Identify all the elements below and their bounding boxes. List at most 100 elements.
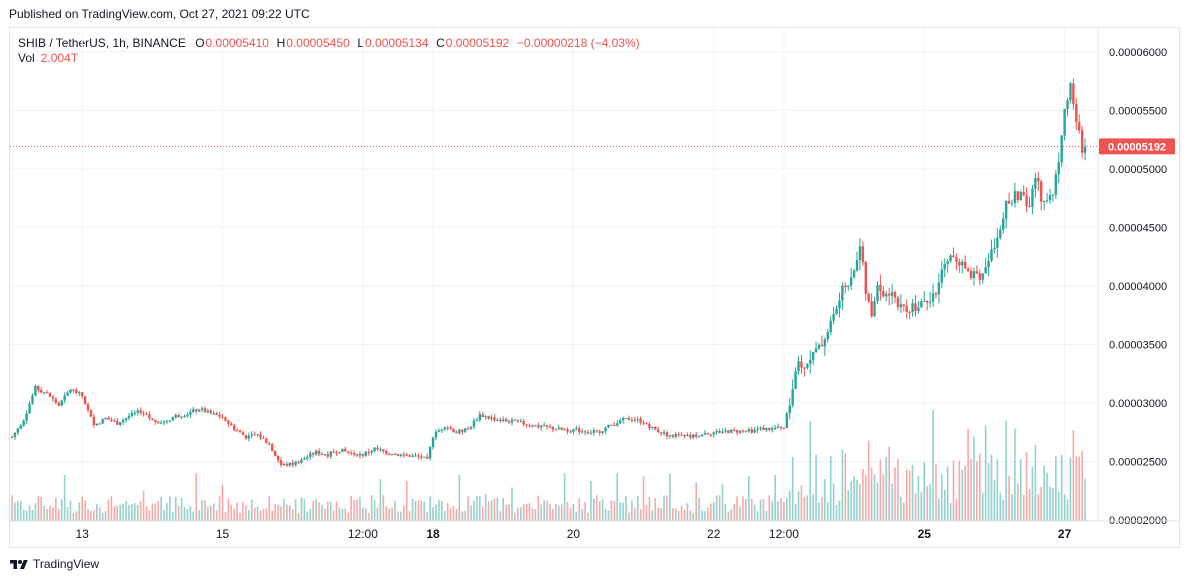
volume-bar — [955, 498, 958, 521]
candle-body — [323, 454, 327, 456]
candle-body — [168, 420, 172, 422]
candle-body — [443, 427, 446, 430]
volume-bar — [192, 511, 195, 521]
candle-body — [95, 423, 98, 426]
volume-bar — [698, 497, 700, 521]
candle-body — [13, 432, 17, 438]
volume-bar — [680, 506, 683, 521]
volume-bar — [31, 509, 34, 521]
volume-bar — [733, 503, 736, 521]
candle-body — [25, 413, 28, 421]
volume-bar — [411, 498, 414, 521]
candle-body — [165, 420, 169, 422]
volume-bar — [154, 503, 157, 521]
volume-bar — [964, 465, 966, 521]
candle-body — [659, 432, 663, 434]
volume-bar — [973, 436, 975, 521]
volume-bar — [791, 456, 794, 521]
candle-body — [677, 434, 680, 436]
low-value: 0.00005134 — [365, 36, 429, 50]
candle-body — [66, 392, 69, 396]
candle-body — [735, 430, 739, 433]
volume-bar — [172, 511, 174, 521]
volume-bar — [160, 496, 162, 521]
symbol-title[interactable]: SHIB / TetherUS, 1h, BINANCE — [18, 36, 186, 50]
volume-bar — [993, 480, 996, 521]
candle-body — [779, 426, 783, 429]
volume-bar — [470, 505, 472, 521]
volume-bar — [841, 449, 844, 521]
candle-body — [861, 246, 865, 263]
volume-bar — [201, 500, 203, 521]
volume-bar — [93, 510, 95, 521]
candle-body — [712, 432, 715, 435]
volume-bar — [253, 507, 256, 521]
candle-body — [499, 419, 502, 421]
candle-body — [572, 429, 575, 432]
candle-body — [1022, 191, 1025, 196]
volume-bar — [467, 496, 469, 521]
candle-body — [928, 301, 932, 303]
volume-bar — [742, 496, 744, 521]
candle-body — [800, 361, 803, 368]
candle-body — [636, 418, 639, 420]
volume-bar — [479, 496, 481, 521]
volume-bar — [867, 440, 870, 521]
volume-bar — [414, 501, 417, 521]
volume-bar — [280, 506, 282, 521]
candle-body — [855, 259, 859, 271]
volume-bar — [306, 511, 309, 521]
volume-bar — [163, 509, 165, 521]
candle-body — [820, 344, 824, 347]
volume-bar — [522, 504, 525, 521]
volume-bar — [707, 507, 709, 521]
candle-body — [1069, 83, 1072, 101]
candle-body — [116, 420, 119, 425]
volume-bar — [546, 500, 548, 521]
candle-body — [69, 389, 72, 393]
volume-bar — [683, 509, 686, 521]
volume-bar — [388, 508, 390, 521]
volume-bar — [1046, 472, 1048, 521]
volume-bar — [780, 498, 782, 521]
volume-bar — [28, 505, 31, 521]
volume-bar — [847, 490, 850, 521]
high-value: 0.00005450 — [286, 36, 350, 50]
volume-bar — [850, 481, 852, 521]
ohlc-legend: SHIB / TetherUS, 1h, BINANCE O0.00005410… — [18, 35, 641, 51]
x-tick-label: 22 — [707, 527, 721, 541]
candle-body — [253, 434, 256, 436]
volume-bar — [353, 499, 355, 521]
volume-bar — [753, 504, 756, 521]
candle-body — [554, 429, 558, 431]
candle-body — [814, 348, 818, 352]
volume-bar — [212, 503, 215, 521]
footer[interactable]: TradingView — [10, 557, 99, 571]
volume-bar — [531, 508, 534, 521]
volume-bar — [233, 508, 236, 521]
volume-bar — [598, 501, 601, 521]
volume-bar — [484, 493, 487, 521]
candle-body — [80, 392, 84, 397]
volume-bar — [1063, 494, 1066, 521]
candle-body — [75, 389, 78, 394]
candle-body — [195, 409, 198, 412]
volume-bar — [636, 495, 639, 521]
volume-bar — [607, 510, 610, 521]
volume-bar — [724, 503, 727, 521]
candle-body — [697, 436, 701, 438]
volume-bar — [739, 506, 741, 521]
candle-body — [969, 271, 973, 278]
candle-body — [911, 303, 914, 313]
volume-bar — [46, 508, 48, 521]
candle-body — [873, 301, 876, 317]
candle-body — [206, 410, 210, 413]
candle-body — [803, 367, 806, 369]
volume-bar — [718, 495, 721, 521]
volume-bar — [987, 463, 990, 521]
volume-bar — [756, 511, 759, 521]
volume-bar — [929, 484, 931, 521]
candle-body — [355, 454, 359, 456]
candle-body — [592, 430, 596, 433]
